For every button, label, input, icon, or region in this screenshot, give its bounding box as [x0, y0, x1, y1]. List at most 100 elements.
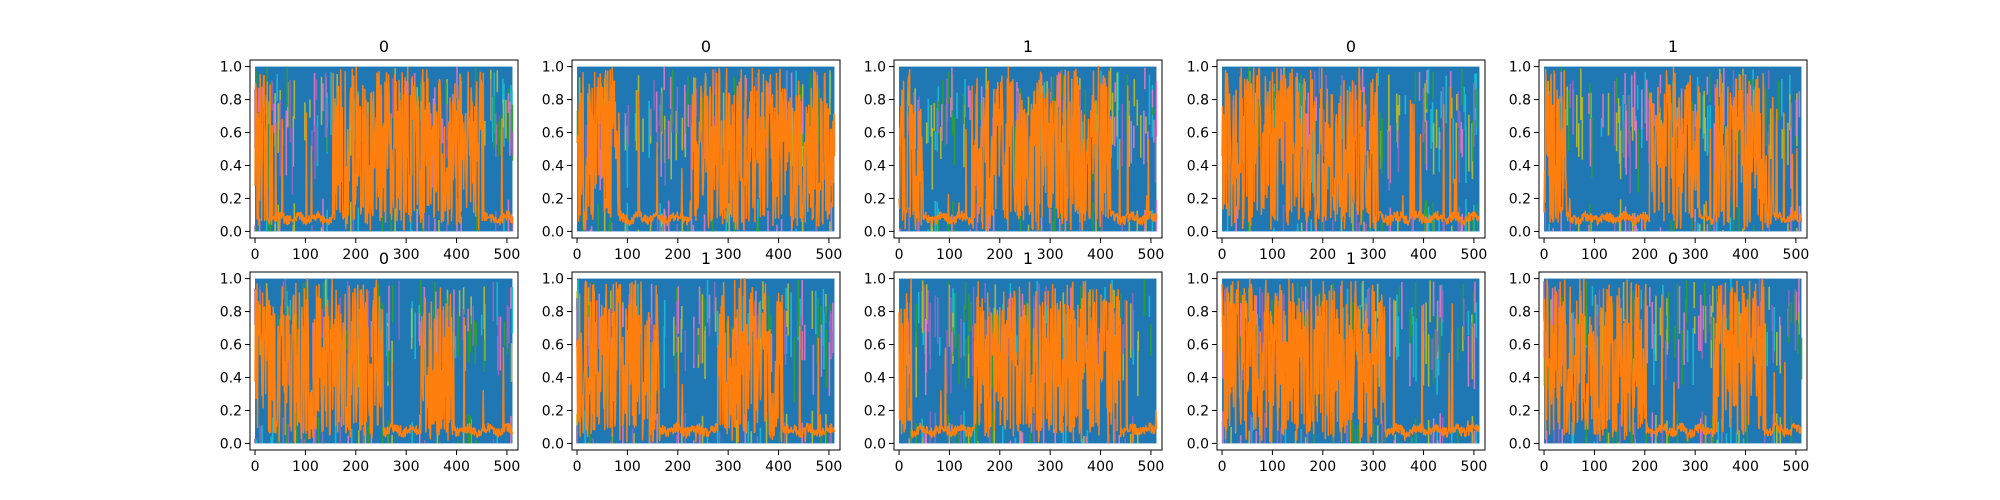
plot-area: [1543, 278, 1803, 444]
y-tick-label: 0.6: [864, 338, 886, 354]
x-tick-label: 500: [816, 247, 843, 263]
axes-frame: [249, 59, 519, 239]
y-tick-label: 1.0: [864, 272, 886, 288]
series-orange-line: [1543, 66, 1803, 231]
y-tick-label: 0.6: [542, 338, 564, 354]
x-tick-label: 200: [1631, 247, 1658, 263]
y-tick-label: 0.0: [864, 436, 886, 452]
plot-area: [576, 66, 836, 232]
y-tick-label: 0.8: [542, 305, 564, 321]
y-tick-label: 1.0: [864, 60, 886, 76]
x-tick-label: 0: [573, 247, 582, 263]
y-tick-label: 1.0: [542, 272, 564, 288]
x-tick-label: 200: [664, 459, 691, 475]
plot-area: [254, 277, 514, 444]
y-tick-label: 0.8: [220, 305, 242, 321]
x-tick-label: 400: [1410, 459, 1437, 475]
y-tick-label: 1.0: [220, 272, 242, 288]
y-tick-label: 1.0: [542, 60, 564, 76]
y-tick-label: 0.2: [1187, 403, 1209, 419]
x-tick-label: 0: [1218, 247, 1227, 263]
y-tick-label: 0.4: [542, 158, 564, 174]
y-tick-label: 0.6: [1187, 126, 1209, 142]
x-tick-label: 200: [986, 247, 1013, 263]
y-tick-label: 0.0: [542, 436, 564, 452]
panel-2: 0 100 200 300 400 500 0.0 0.2 0.4 0.6 0.8 1.0 0: [542, 37, 843, 263]
panel-6: 0 100 200 300 400 500 0.0 0.2 0.4 0.6 0.8 1.0 0: [220, 249, 521, 475]
y-tick-label: 0.0: [864, 224, 886, 240]
y-tick-label: 0.2: [1509, 191, 1531, 207]
x-tick-label: 200: [342, 459, 369, 475]
y-tick-label: 0.0: [542, 224, 564, 240]
y-tick-label: 0.0: [220, 224, 242, 240]
x-tick-label: 100: [936, 459, 963, 475]
panel-9: 0 100 200 300 400 500 0.0 0.2 0.4 0.6 0.8 1.0 1: [1187, 249, 1488, 475]
axes-frame: [1216, 271, 1486, 451]
x-tick-label: 100: [292, 247, 319, 263]
y-tick-label: 0.4: [864, 370, 886, 386]
x-tick-label: 0: [251, 247, 260, 263]
x-tick-label: 500: [816, 459, 843, 475]
x-tick-label: 100: [1259, 459, 1286, 475]
x-tick-label: 200: [986, 459, 1013, 475]
y-tick-label: 0.2: [220, 403, 242, 419]
x-tick-label: 500: [1461, 247, 1488, 263]
axes-frame: [571, 271, 841, 451]
plot-area: [1221, 66, 1480, 232]
series-orange-line: [1221, 277, 1481, 443]
panel-title: 1: [701, 249, 711, 268]
y-tick-label: 0.2: [542, 403, 564, 419]
series-orange-line: [898, 65, 1158, 231]
panel-title: 0: [701, 37, 711, 56]
x-tick-label: 0: [1218, 459, 1227, 475]
x-tick-label: 400: [443, 459, 470, 475]
x-tick-label: 200: [1309, 459, 1336, 475]
series-orange-line: [254, 277, 514, 443]
x-tick-label: 500: [494, 459, 521, 475]
plot-area: [898, 65, 1158, 232]
x-tick-label: 400: [1087, 247, 1114, 263]
y-tick-label: 0.8: [1509, 305, 1531, 321]
panel-title: 0: [379, 37, 389, 56]
y-tick-label: 0.2: [220, 191, 242, 207]
panel-10: 0 100 200 300 400 500 0.0 0.2 0.4 0.6 0.8 1.0 0: [1509, 249, 1810, 475]
x-tick-label: 400: [1732, 247, 1759, 263]
y-tick-label: 0.4: [220, 370, 242, 386]
plot-area: [1543, 66, 1803, 232]
axes-frame: [249, 271, 519, 451]
panel-title: 0: [379, 249, 389, 268]
y-tick-label: 0.8: [1509, 93, 1531, 109]
series-orange-line: [254, 66, 514, 231]
x-tick-label: 500: [1138, 247, 1165, 263]
panel-8: 0 100 200 300 400 500 0.0 0.2 0.4 0.6 0.8 1.0 1: [864, 249, 1165, 475]
y-tick-label: 0.4: [1509, 158, 1531, 174]
y-tick-label: 0.8: [864, 93, 886, 109]
panel-title: 1: [1346, 249, 1356, 268]
y-tick-label: 0.6: [1509, 126, 1531, 142]
x-tick-label: 300: [715, 247, 742, 263]
x-tick-label: 0: [251, 459, 260, 475]
y-tick-label: 0.4: [1509, 370, 1531, 386]
x-tick-label: 100: [614, 459, 641, 475]
x-tick-label: 0: [895, 459, 904, 475]
y-tick-label: 0.4: [864, 158, 886, 174]
x-tick-label: 500: [1138, 459, 1165, 475]
x-tick-label: 100: [292, 459, 319, 475]
x-tick-label: 300: [1360, 459, 1387, 475]
y-tick-label: 0.2: [1187, 191, 1209, 207]
y-tick-label: 0.2: [542, 191, 564, 207]
y-tick-label: 1.0: [220, 60, 242, 76]
x-tick-label: 200: [342, 247, 369, 263]
x-tick-label: 100: [936, 247, 963, 263]
y-tick-label: 1.0: [1187, 272, 1209, 288]
x-tick-label: 200: [664, 247, 691, 263]
x-tick-label: 500: [1783, 459, 1810, 475]
x-tick-label: 300: [715, 459, 742, 475]
y-tick-label: 0.6: [1187, 338, 1209, 354]
x-tick-label: 400: [443, 247, 470, 263]
x-tick-label: 0: [895, 247, 904, 263]
x-tick-label: 300: [1037, 459, 1064, 475]
y-tick-label: 0.8: [1187, 93, 1209, 109]
axes-frame: [1216, 59, 1486, 239]
y-tick-label: 0.6: [864, 126, 886, 142]
